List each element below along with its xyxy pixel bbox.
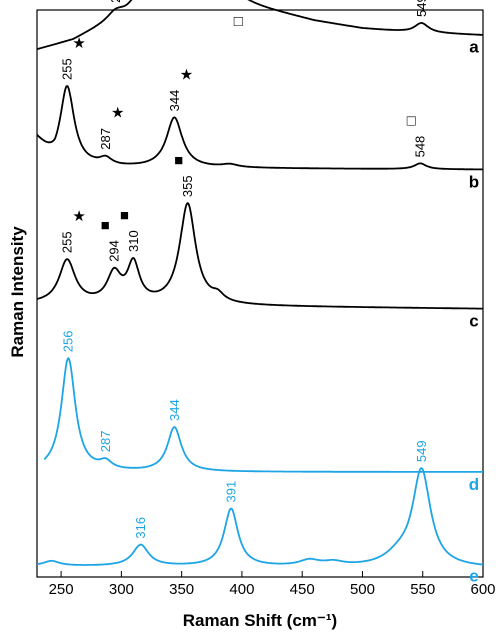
star-marker: ★ (72, 35, 85, 52)
annotation-layer: a295■312■357■387■549□□b255★287★344★548□c… (60, 0, 480, 585)
series-label-d: d (469, 475, 479, 494)
filled_square-marker: ■ (101, 217, 110, 234)
star-marker: ★ (111, 105, 124, 122)
peak-label: 255 (60, 231, 75, 253)
series-line-e (36, 467, 484, 566)
peak-label: 355 (180, 175, 195, 197)
peak-label: 344 (167, 90, 182, 112)
series-line-c (36, 202, 484, 310)
series-label-e: e (469, 566, 478, 585)
x-tick-label: 450 (290, 581, 315, 598)
open_square-marker: □ (234, 13, 243, 30)
x-axis-ticks: 250 300 350 400 450 500 550 600 (49, 571, 496, 598)
peak-label: 310 (126, 230, 141, 252)
peak-label: 256 (61, 330, 76, 352)
series-label-c: c (469, 312, 478, 331)
peak-label: 316 (133, 517, 148, 539)
x-tick-label: 600 (470, 581, 495, 598)
x-axis-label: Raman Shift (cm⁻¹) (183, 611, 337, 630)
x-tick-label: 500 (350, 581, 375, 598)
series-label-a: a (469, 37, 479, 56)
peak-label: 549 (414, 0, 429, 17)
x-tick-label: 250 (49, 581, 74, 598)
x-tick-label: 400 (229, 581, 254, 598)
series-line-b (36, 85, 484, 171)
peak-label: 287 (98, 128, 113, 150)
peak-label: 391 (224, 481, 239, 503)
y-axis-label: Raman Intensity (8, 226, 27, 358)
star-marker: ★ (180, 66, 193, 83)
series-label-b: b (469, 172, 479, 191)
peak-label: 287 (98, 430, 113, 452)
peak-label: 344 (167, 399, 182, 421)
series-line-a (36, 0, 484, 50)
series-layer (36, 0, 484, 566)
open_square-marker: □ (407, 112, 416, 129)
peak-label: 255 (60, 58, 75, 80)
plot-frame (36, 9, 484, 578)
filled_square-marker: ■ (174, 152, 183, 169)
series-line-d (43, 357, 484, 473)
x-tick-label: 300 (109, 581, 134, 598)
peak-label: 295 (108, 0, 123, 3)
peak-label: 548 (413, 136, 428, 158)
x-tick-label: 350 (169, 581, 194, 598)
peak-label: 294 (107, 240, 122, 262)
filled_square-marker: ■ (120, 207, 129, 224)
star-marker: ★ (72, 208, 85, 225)
x-tick-label: 550 (410, 581, 435, 598)
peak-label: 549 (414, 440, 429, 462)
